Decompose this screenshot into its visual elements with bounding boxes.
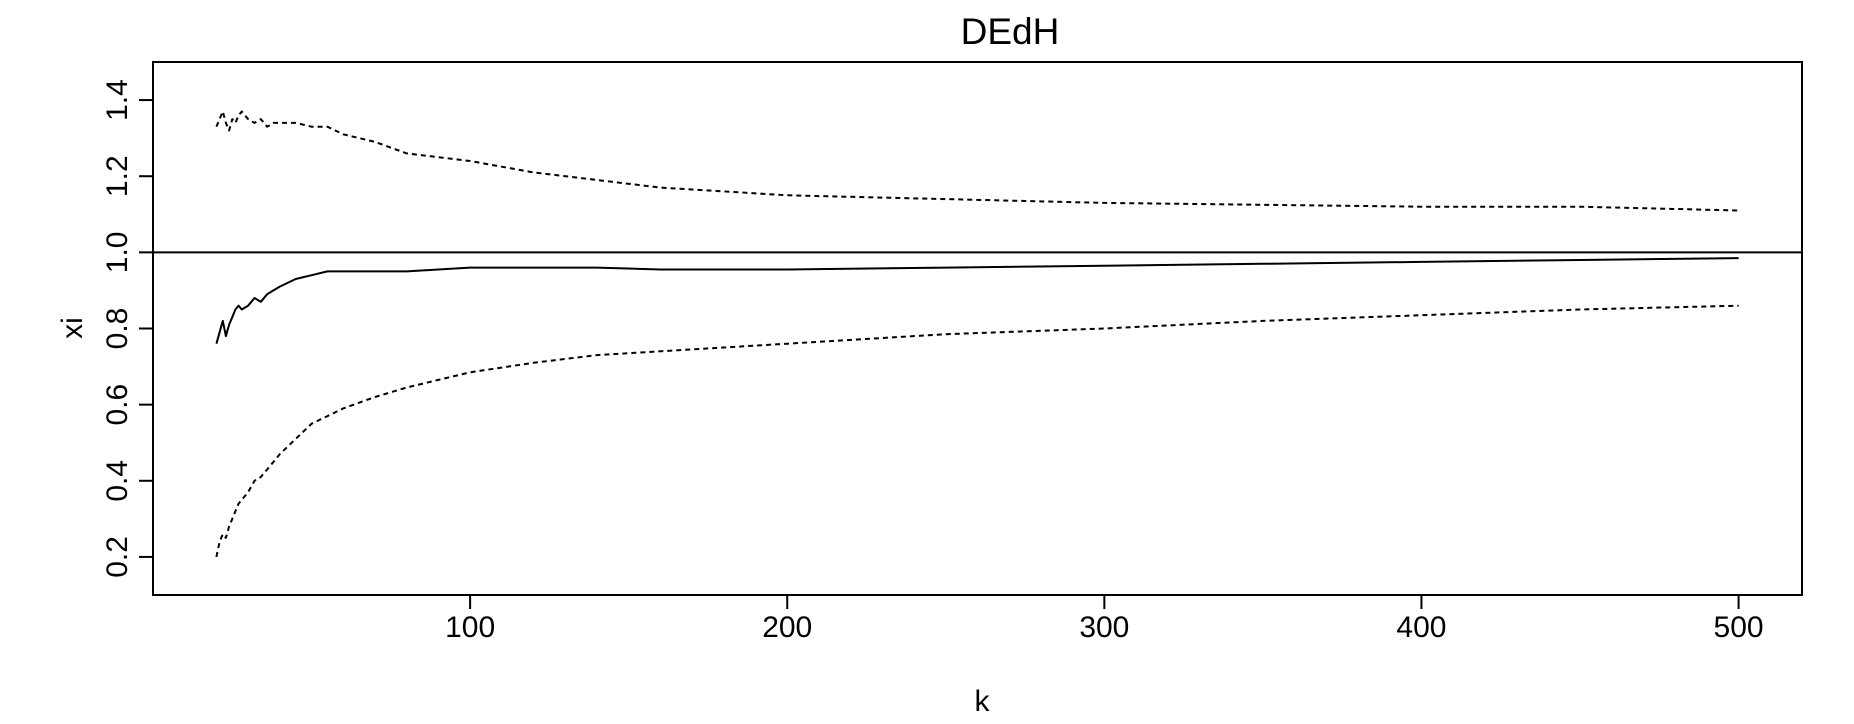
chart-title: DEdH (961, 11, 1060, 52)
series-line-upper-bound (215, 110, 1739, 212)
y-tick-label: 0.4 (101, 460, 134, 502)
series-line-lower-bound (215, 304, 1739, 558)
y-axis-label: xi (56, 317, 89, 339)
y-tick-label: 0.8 (101, 308, 134, 350)
plot-area (152, 61, 1803, 596)
x-tick-label: 200 (762, 611, 812, 644)
x-tick-label: 300 (1079, 611, 1129, 644)
y-tick-label: 1.2 (101, 155, 134, 197)
x-tick-label: 100 (445, 611, 495, 644)
x-tick-label: 500 (1714, 611, 1764, 644)
y-tick-label: 1.4 (101, 79, 134, 121)
x-axis: 100 200 300 400 500 (445, 594, 1764, 644)
y-axis: 0.2 0.4 0.6 0.8 1.0 1.2 1.4 (101, 79, 154, 578)
x-tick-label: 400 (1396, 611, 1446, 644)
y-tick-label: 0.6 (101, 384, 134, 426)
y-tick-label: 1.0 (101, 231, 134, 273)
x-axis-label: k (975, 685, 991, 718)
series-line-estimate (215, 257, 1739, 344)
y-tick-label: 0.2 (101, 536, 134, 578)
series-layer (153, 110, 1802, 558)
